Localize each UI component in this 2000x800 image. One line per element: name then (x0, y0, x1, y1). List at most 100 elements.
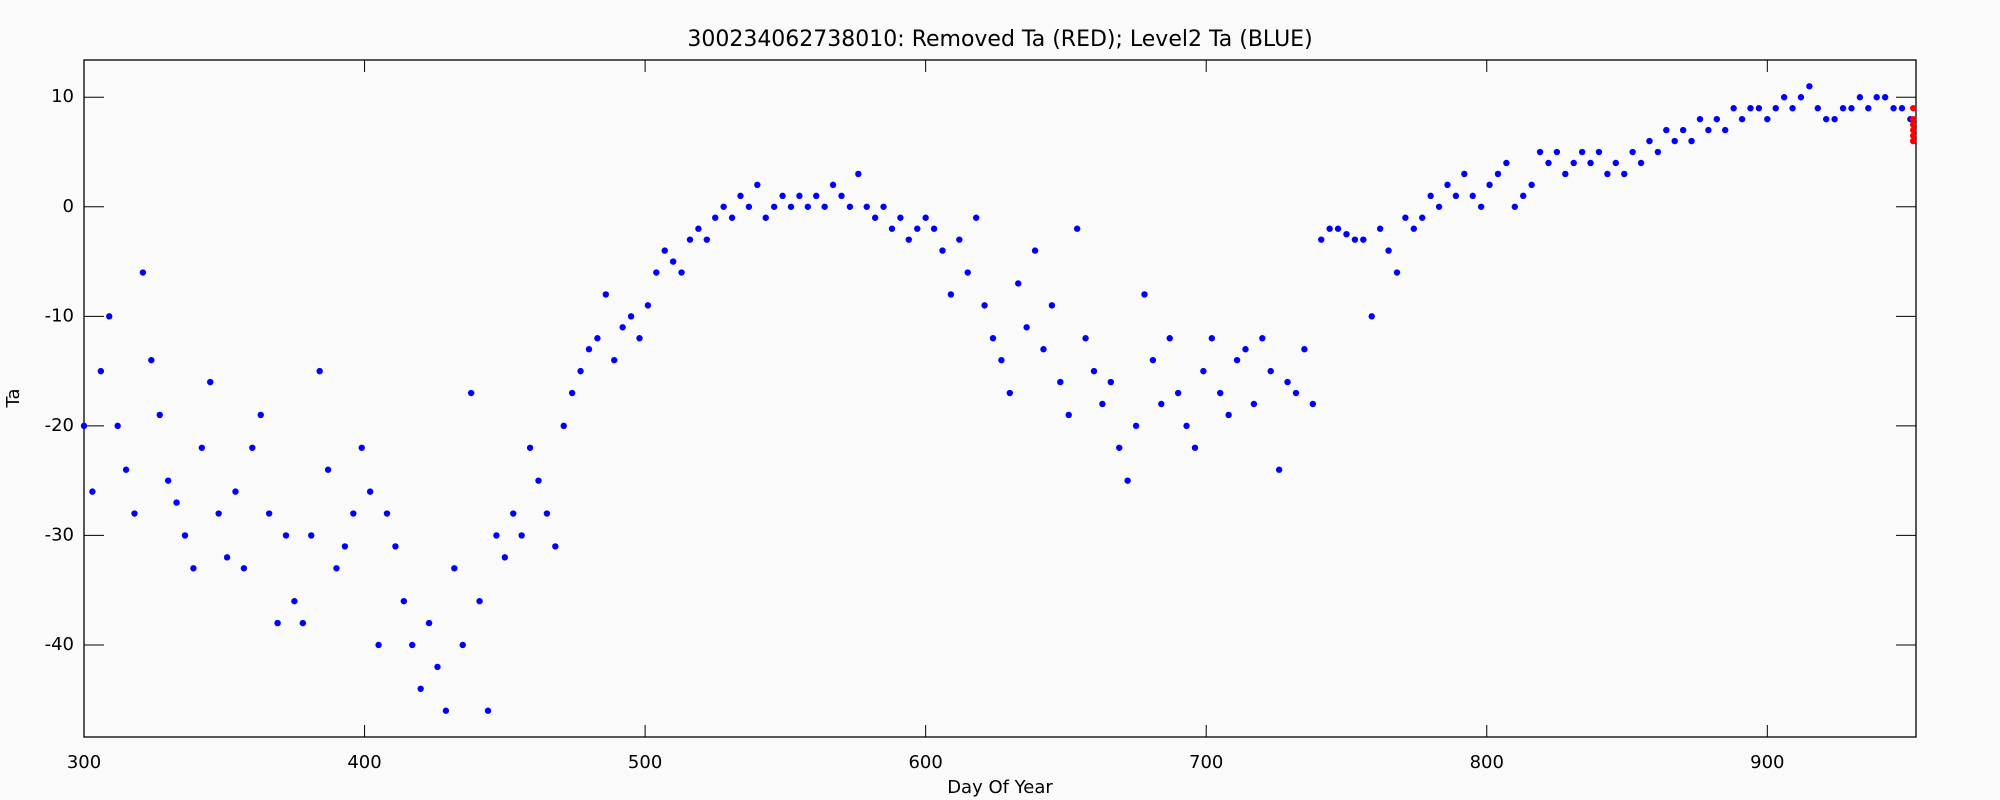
data-point (1814, 105, 1822, 112)
data-point (1755, 105, 1763, 112)
data-point (1747, 105, 1754, 112)
data-point (627, 313, 635, 320)
data-point (1612, 159, 1620, 167)
data-point (164, 477, 172, 484)
data-point (779, 192, 786, 200)
data-point (1250, 400, 1258, 408)
data-point (1360, 236, 1367, 243)
data-point (114, 422, 121, 430)
data-point (451, 565, 458, 572)
data-point (1419, 214, 1426, 221)
data-point (1909, 126, 1917, 134)
data-point (998, 356, 1005, 364)
data-point (350, 510, 357, 517)
data-point (333, 565, 340, 572)
data-point (1730, 105, 1737, 112)
data-point (1309, 400, 1317, 408)
data-point (1065, 411, 1072, 419)
y-tick-label: -30 (45, 524, 74, 545)
data-point (181, 532, 189, 539)
data-point (1528, 181, 1535, 189)
data-point (964, 269, 971, 276)
data-point (223, 554, 231, 561)
data-point (291, 597, 298, 605)
data-point (1621, 170, 1628, 178)
data-point (1048, 302, 1056, 309)
data-point (1865, 105, 1872, 112)
data-point (1909, 137, 1917, 145)
data-point (1848, 105, 1855, 112)
data-point (1006, 389, 1014, 397)
data-point (914, 225, 921, 232)
data-point (173, 499, 180, 506)
data-point (1292, 389, 1300, 397)
data-point (1116, 444, 1123, 451)
data-point (1511, 203, 1519, 210)
data-point (905, 236, 913, 243)
data-point (240, 565, 248, 572)
data-point (467, 389, 475, 397)
data-point (139, 269, 147, 276)
data-point (1015, 280, 1022, 287)
data-point (282, 532, 290, 539)
data-point (1629, 148, 1636, 156)
data-point (1107, 378, 1115, 386)
data-point (560, 422, 567, 430)
data-point (1427, 192, 1434, 200)
data-point (712, 214, 719, 221)
data-point (1520, 192, 1527, 200)
data-point (728, 214, 736, 221)
data-point (1909, 132, 1917, 139)
data-point (274, 619, 281, 627)
data-point (1856, 94, 1864, 101)
data-point (829, 181, 837, 189)
plot-frame (83, 59, 1917, 738)
data-point (366, 488, 374, 495)
data-point (358, 444, 365, 451)
data-point (897, 214, 904, 221)
data-point (880, 203, 887, 210)
data-point (434, 663, 441, 671)
data-point (972, 214, 980, 221)
data-point (1132, 422, 1140, 430)
data-point (1764, 115, 1771, 123)
y-tick-label: 0 (63, 196, 74, 217)
data-point (686, 236, 694, 243)
data-point (594, 335, 601, 342)
data-point (526, 444, 534, 451)
data-point (1318, 236, 1325, 243)
data-point (1873, 94, 1880, 101)
data-point (400, 597, 408, 605)
data-point (720, 203, 727, 210)
data-point (383, 510, 391, 517)
data-point (1090, 367, 1098, 375)
data-point (207, 378, 214, 386)
data-point (619, 324, 626, 331)
data-point (198, 444, 206, 451)
data-point (1688, 137, 1695, 145)
data-point (661, 247, 668, 254)
data-point (518, 532, 525, 539)
data-point (1797, 94, 1805, 101)
data-point (678, 269, 685, 276)
data-point (1898, 105, 1906, 112)
data-point (1909, 105, 1917, 112)
data-point (737, 192, 744, 200)
x-tick-label: 300 (67, 752, 101, 773)
data-point (1545, 159, 1552, 167)
data-point (1376, 225, 1384, 232)
data-point (855, 170, 862, 178)
data-point (425, 619, 433, 627)
data-point (324, 466, 332, 473)
data-point (770, 203, 778, 210)
data-point (1444, 181, 1451, 189)
y-tick-label: -10 (45, 305, 74, 326)
data-point (1040, 346, 1047, 353)
y-tick-label: 10 (51, 86, 74, 107)
data-point (568, 389, 576, 397)
y-tick-label: -40 (45, 634, 74, 655)
data-point (1284, 378, 1291, 386)
data-point (442, 707, 450, 714)
data-point (1334, 225, 1342, 232)
